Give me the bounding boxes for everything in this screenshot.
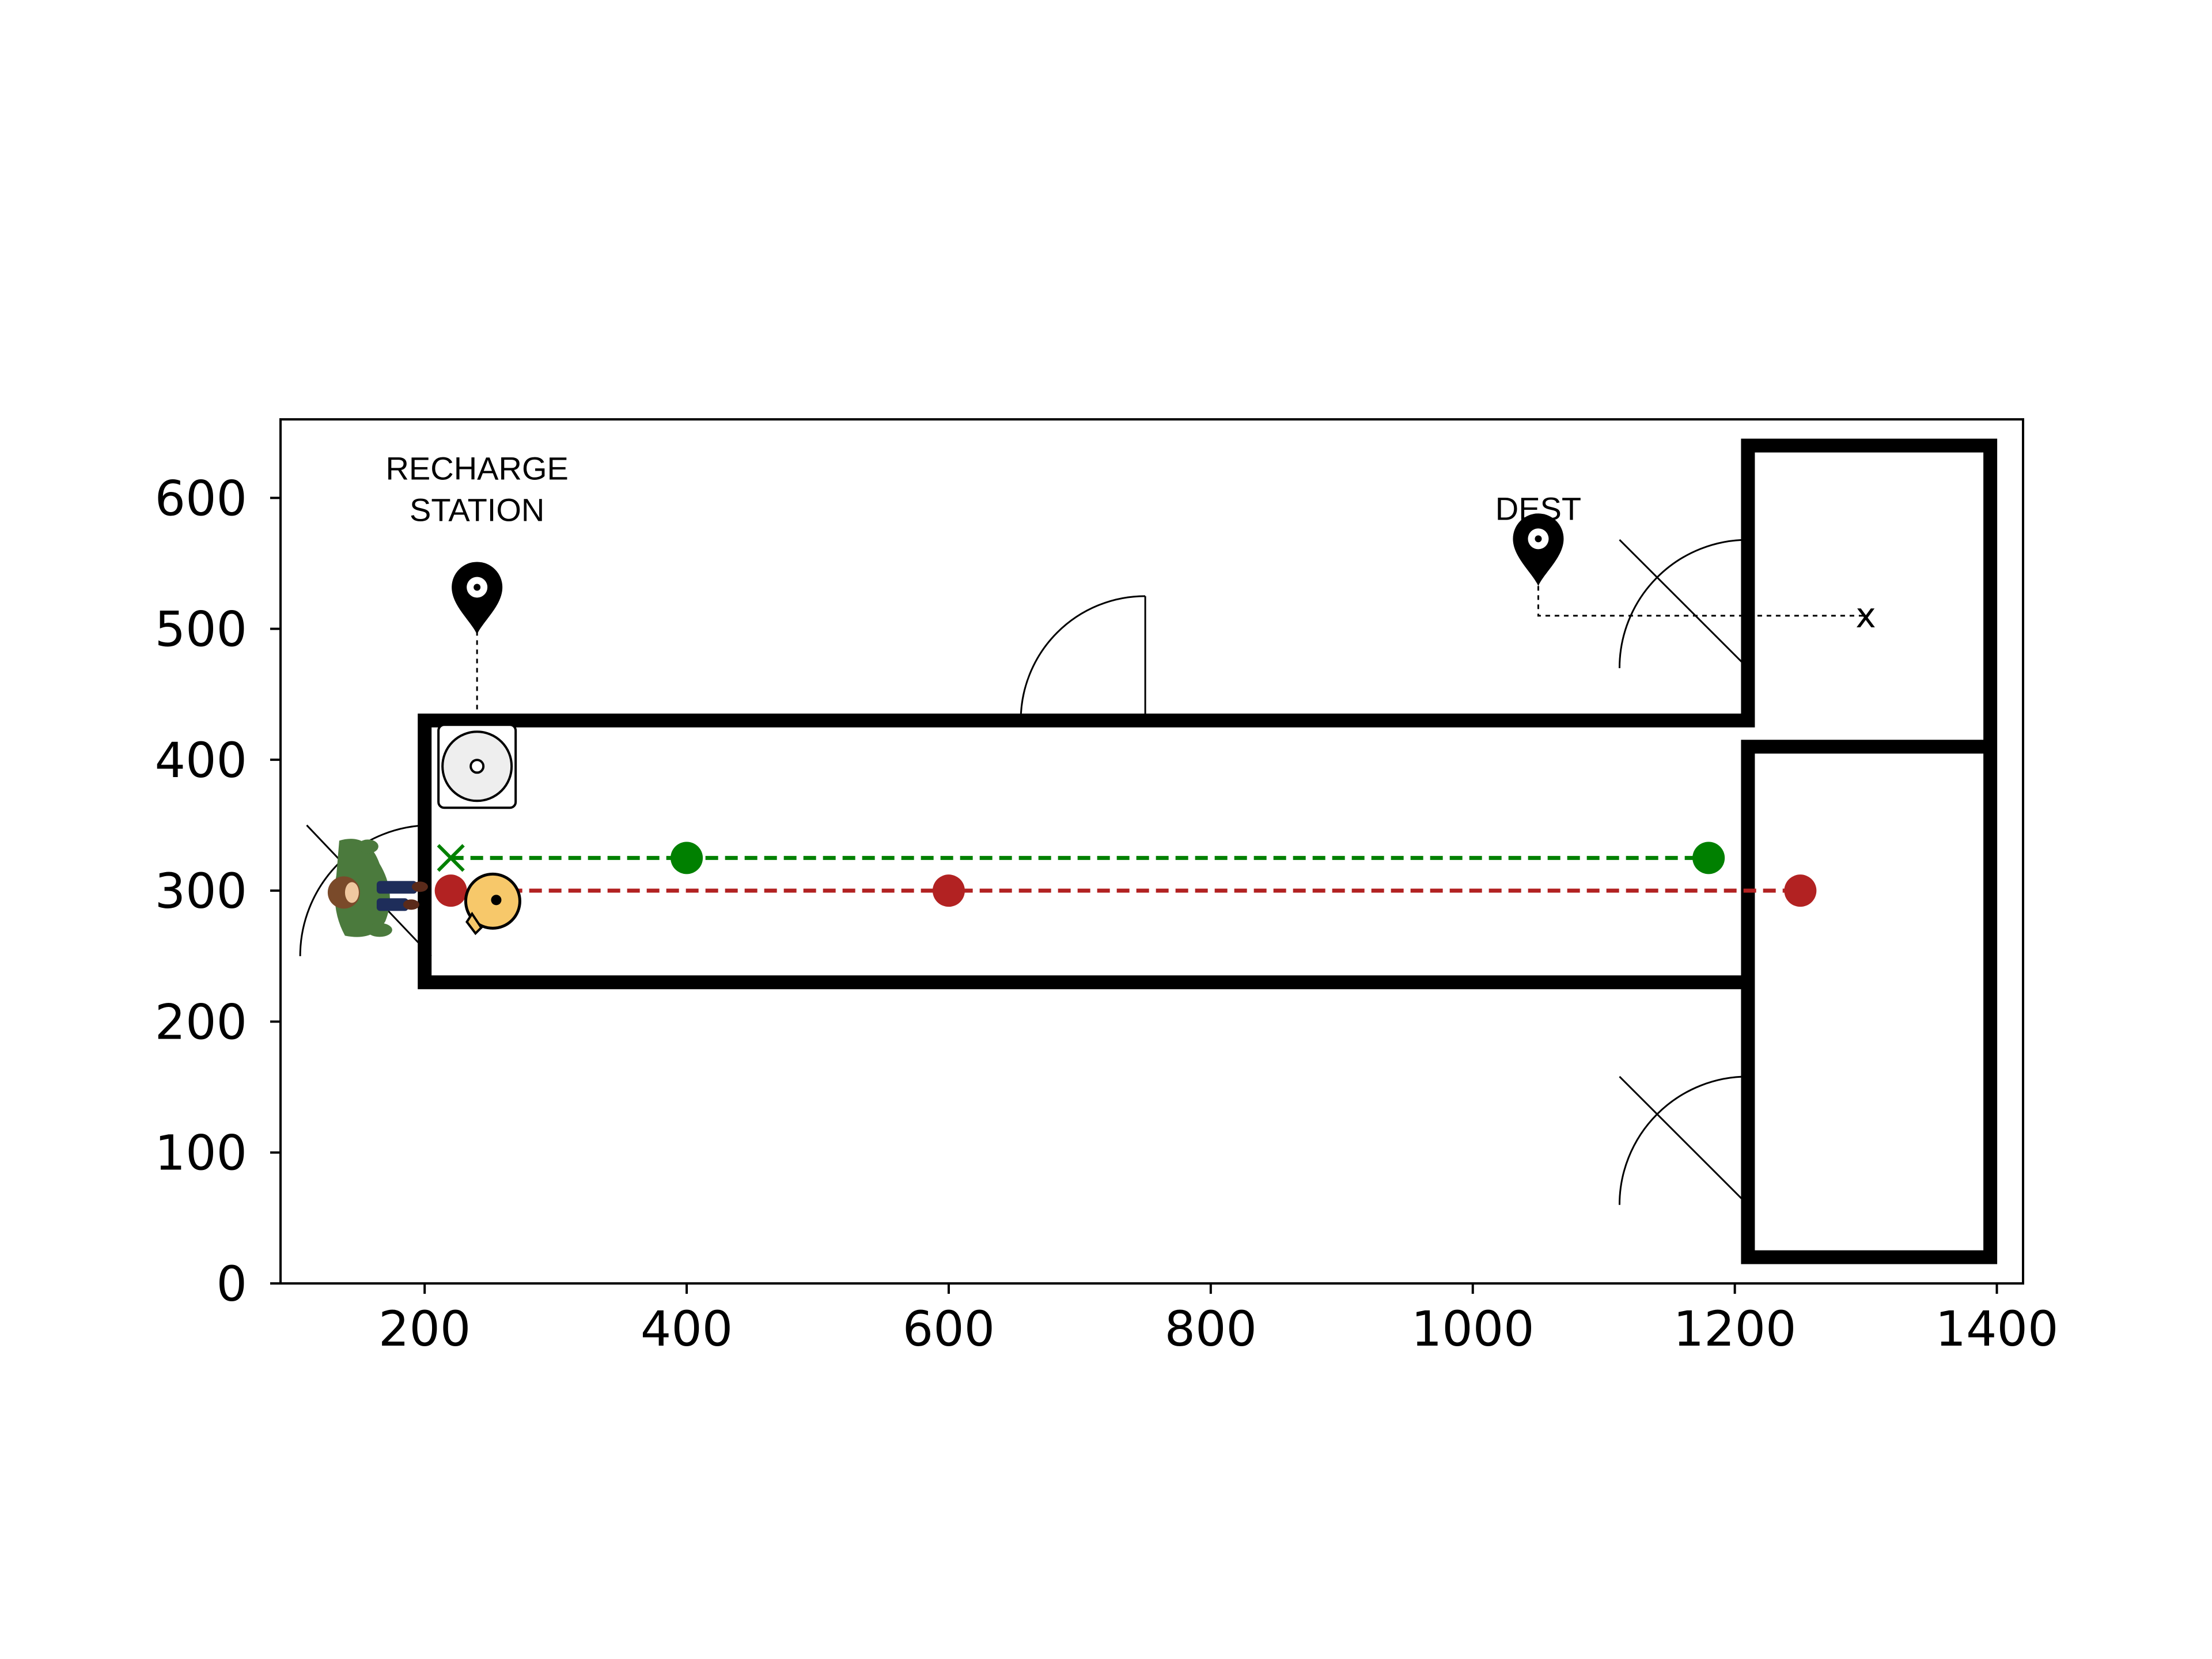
- charging-dock-icon: [437, 724, 517, 809]
- walls-layer: [418, 438, 1998, 1264]
- pin-body: [452, 562, 503, 635]
- x-tick-label: 800: [1165, 1301, 1257, 1357]
- y-tick-label: 0: [217, 1256, 247, 1312]
- x-tick-label: 1000: [1411, 1301, 1535, 1357]
- objects-layer: [327, 724, 521, 937]
- series-1-point: [1784, 874, 1817, 907]
- dock-center: [469, 759, 485, 774]
- series-0-point: [671, 842, 703, 874]
- x-tick-label: 1400: [1936, 1301, 2059, 1357]
- series-1-point: [434, 874, 467, 907]
- y-tick-label: 500: [155, 601, 247, 658]
- door-right-upper-leaf: [1619, 539, 1749, 669]
- door-top-arc: [1020, 595, 1146, 721]
- y-tick-label: 300: [155, 863, 247, 919]
- y-tick-label: 100: [155, 1125, 247, 1181]
- series-layer: [434, 842, 1817, 907]
- doors-layer: [299, 539, 1749, 1206]
- person-arm-2: [366, 923, 392, 937]
- series-0-point: [1692, 842, 1725, 874]
- robot-vacuum-icon: [464, 872, 521, 935]
- guides-layer: [476, 558, 1866, 714]
- person-leg-upper: [376, 881, 417, 894]
- vacuum-brush: [465, 911, 483, 935]
- destination-x: x: [1855, 596, 1876, 636]
- y-tick-label: 600: [155, 470, 247, 527]
- series-1-point: [932, 874, 965, 907]
- recharge-station-label: RECHARGE: [385, 450, 568, 486]
- annotations-layer: RECHARGE STATION DEST x: [385, 450, 1876, 636]
- y-tick-label: 200: [155, 994, 247, 1050]
- person-arm-1: [357, 839, 378, 854]
- pin-dot: [474, 584, 481, 591]
- person-coat: [335, 839, 390, 937]
- person-topdown-icon: [327, 839, 428, 937]
- series-0-start-marker: [437, 844, 465, 872]
- person-face: [344, 882, 359, 903]
- door-right-lower-leaf: [1619, 1075, 1749, 1206]
- map-pin-icon: [1513, 513, 1564, 586]
- axes-layer: 200 400 600 800 1000 1200 1400 0 100 200 300 400 500…: [155, 418, 2059, 1357]
- person-leg-lower: [376, 898, 408, 911]
- x-tick-label: 1200: [1673, 1301, 1797, 1357]
- pin-body: [1513, 513, 1564, 586]
- dest-pin-leader: [1537, 558, 1866, 617]
- pin-dot: [1535, 535, 1542, 543]
- dest-label: DEST: [1495, 490, 1581, 527]
- person-shoe-2: [403, 899, 419, 910]
- y-tick-label: 400: [155, 732, 247, 789]
- x-tick-label: 600: [903, 1301, 995, 1357]
- x-tick-label: 200: [378, 1301, 471, 1357]
- recharge-station-label: STATION: [410, 491, 544, 528]
- x-tick-label: 400: [641, 1301, 733, 1357]
- person-shoe-1: [411, 881, 428, 892]
- map-pin-icon: [452, 562, 503, 635]
- plot-frame: [279, 418, 2024, 1285]
- vacuum-sensor: [491, 895, 502, 906]
- wall-outline: [418, 438, 1998, 1264]
